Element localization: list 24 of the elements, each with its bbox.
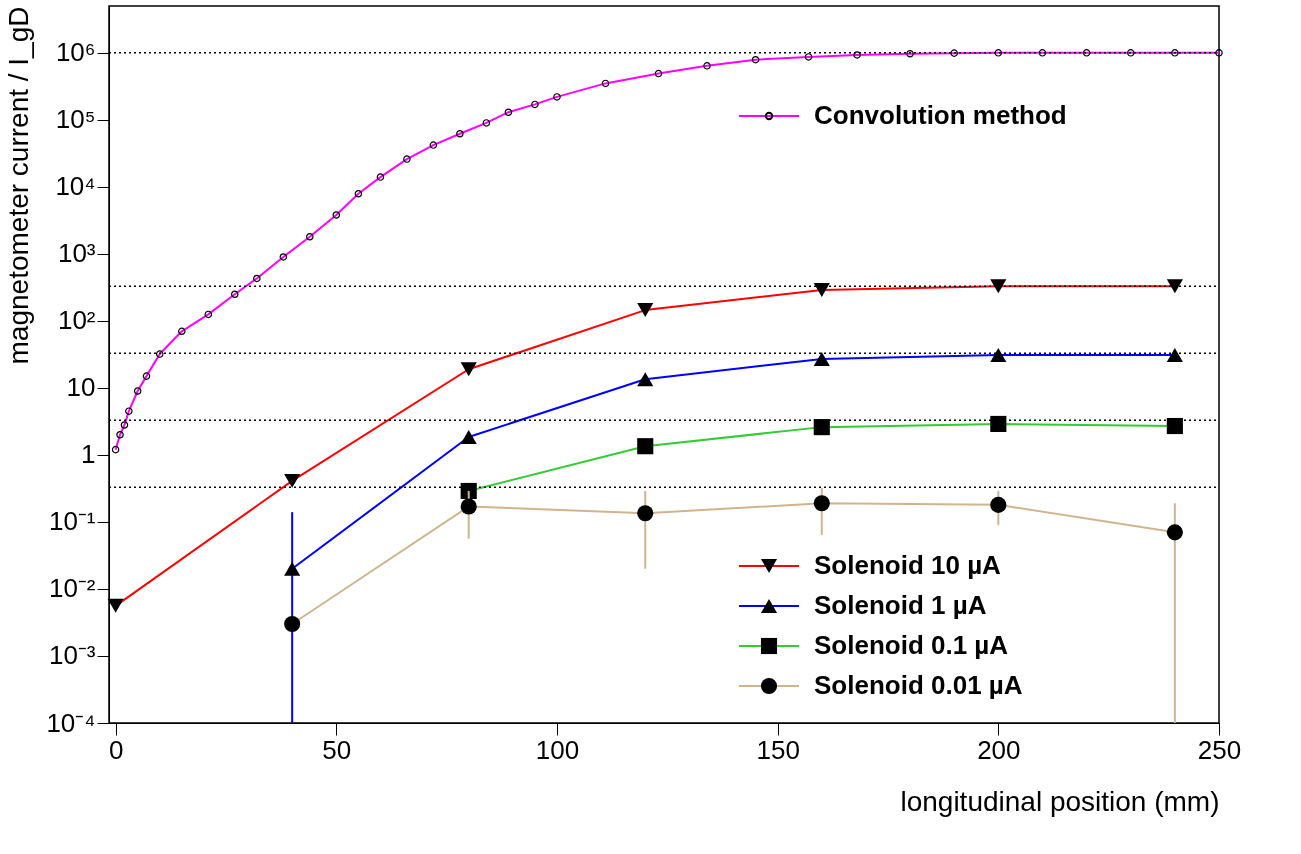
y-tick-label: 10 xyxy=(66,372,96,403)
y-axis-title: magnetometer current / I_gD xyxy=(3,6,35,365)
y-tick-label: 10⁻¹ xyxy=(48,506,96,537)
y-tick-label: 1 xyxy=(81,439,96,470)
legend-label: Solenoid 0.01 µA xyxy=(814,670,1023,700)
x-tick-label: 50 xyxy=(322,734,352,765)
y-tick-label: 10³ xyxy=(57,238,96,269)
y-tick-label: 10⁻³ xyxy=(48,640,96,671)
x-tick-label: 0 xyxy=(108,734,124,765)
legend-label: Solenoid 10 µA xyxy=(814,550,1002,580)
legend-label: Solenoid 1 µA xyxy=(814,590,987,620)
legend-label: Solenoid 0.1 µA xyxy=(814,630,1009,660)
y-tick-label: 10⁵ xyxy=(55,104,96,135)
legend-label: Convolution method xyxy=(814,100,1067,130)
y-tick-label: 10⁻⁴ xyxy=(46,707,96,738)
x-tick-label: 100 xyxy=(535,734,580,765)
y-tick-label: 10² xyxy=(57,305,96,336)
y-tick-label: 10⁻² xyxy=(48,573,96,604)
y-tick-label: 10⁶ xyxy=(55,37,96,68)
x-tick-label: 150 xyxy=(756,734,800,765)
y-tick-label: 10⁴ xyxy=(55,171,96,202)
x-axis-title: longitudinal position (mm) xyxy=(900,785,1220,817)
x-tick-label: 200 xyxy=(977,734,1021,765)
x-tick-label: 250 xyxy=(1197,734,1242,765)
